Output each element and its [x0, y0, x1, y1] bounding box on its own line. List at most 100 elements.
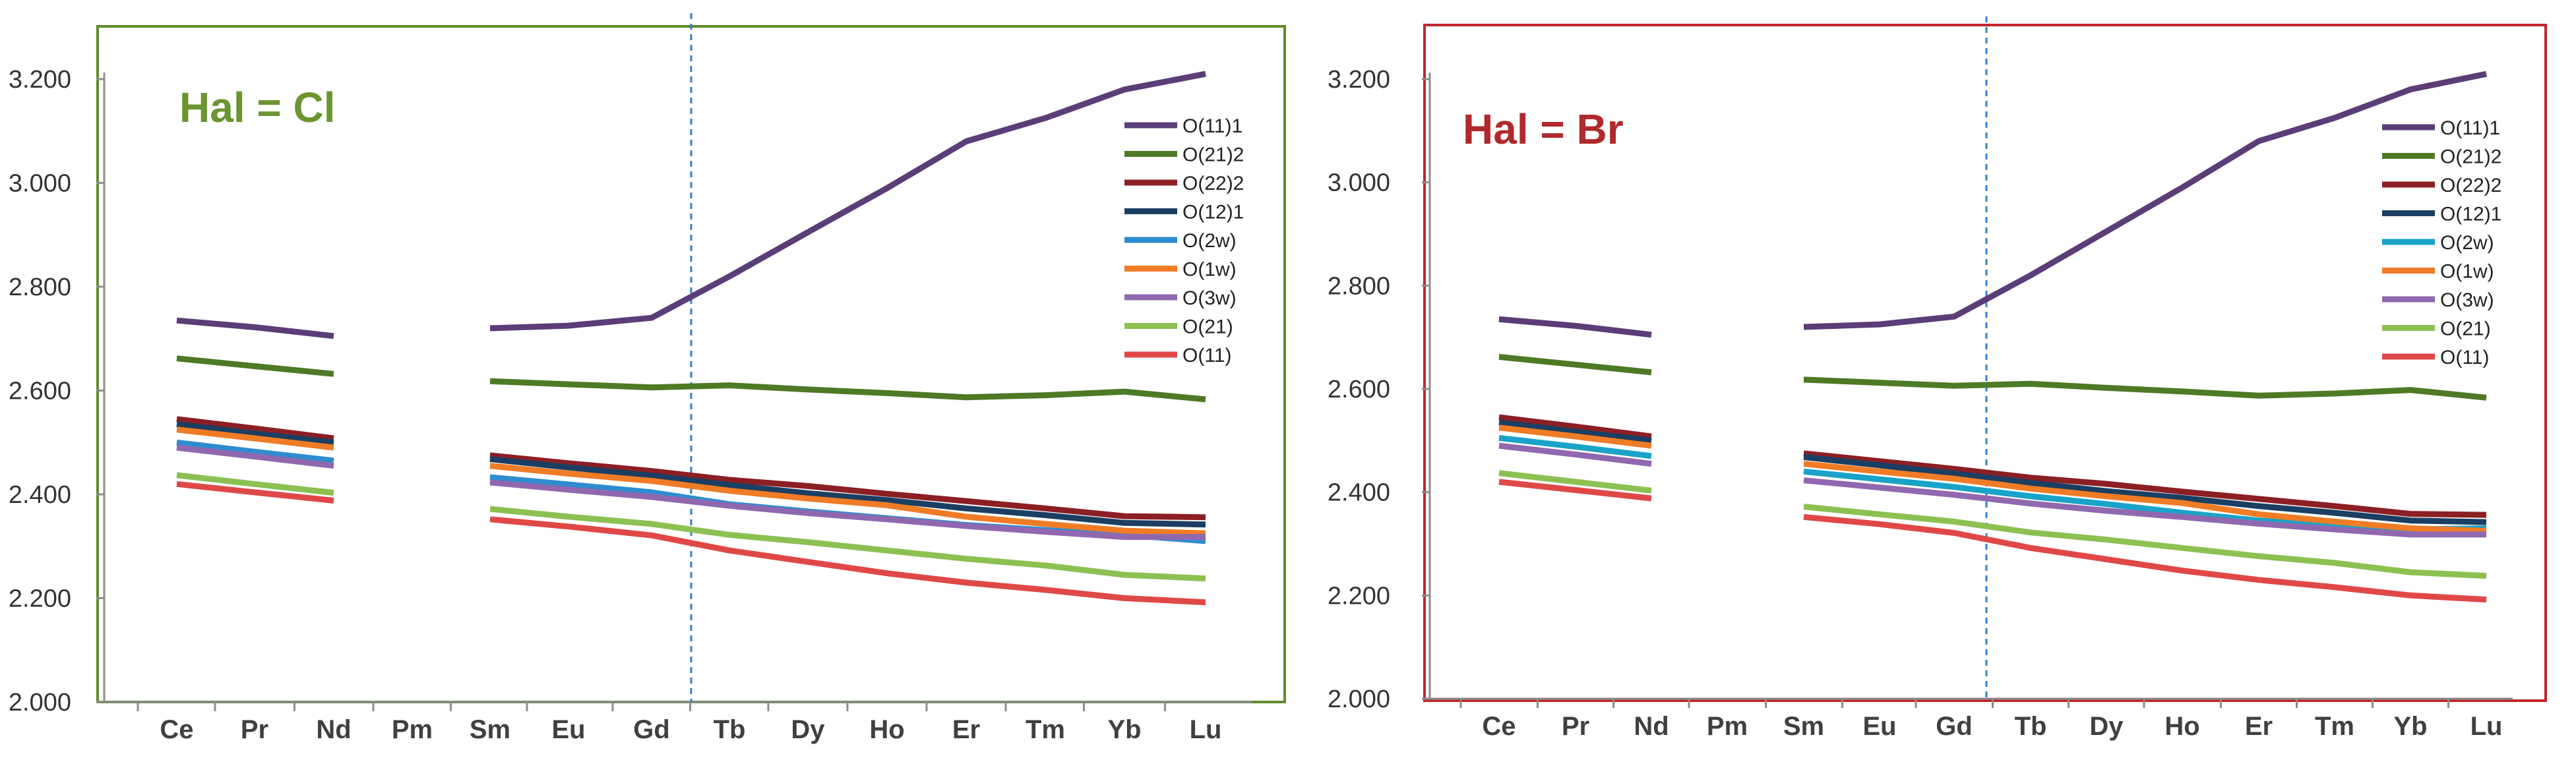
x-tick-label-pr: Pr — [1562, 712, 1589, 741]
y-tick-label: 3.200 — [9, 66, 71, 94]
y-tick-label: 3.200 — [1328, 66, 1390, 94]
chart-title: Hal = Cl — [179, 84, 336, 131]
x-tick-label-lu: Lu — [1190, 715, 1222, 744]
legend-label: O(1w) — [1182, 259, 1237, 281]
series-line-o212 — [1498, 353, 1652, 376]
x-tick-label-eu: Eu — [551, 715, 585, 744]
x-tick-label-tb: Tb — [714, 715, 746, 744]
y-tick-label: 2.200 — [1328, 582, 1390, 610]
series-line-o1w — [489, 463, 1206, 537]
y-tick-label: 3.000 — [1328, 169, 1390, 197]
x-tick-label-dy: Dy — [791, 715, 825, 744]
y-tick-label: 2.000 — [1328, 686, 1390, 713]
series-line-o11 — [1803, 513, 2487, 603]
series-line-o222 — [1803, 450, 2487, 518]
x-tick-label-er: Er — [952, 715, 980, 744]
legend-label: O(11) — [2440, 347, 2489, 368]
series-line-o2w — [1498, 434, 1652, 459]
x-tick-label-gd: Gd — [1936, 712, 1973, 741]
y-tick-label: 2.400 — [9, 481, 71, 509]
legend-label: O(3w) — [2440, 289, 2494, 311]
x-tick-label-lu: Lu — [2470, 712, 2503, 741]
legend-label: O(11)1 — [2440, 117, 2500, 139]
x-tick-label-gd: Gd — [633, 715, 670, 744]
x-tick-label-ce: Ce — [1482, 712, 1516, 741]
x-tick-label-nd: Nd — [1634, 712, 1669, 741]
series-line-o1w — [1498, 424, 1652, 449]
series-line-o212 — [176, 355, 334, 377]
series-line-o21 — [176, 472, 334, 496]
series-line-o1w — [176, 426, 334, 451]
series-line-o121 — [176, 421, 334, 446]
y-tick-label: 2.200 — [9, 585, 71, 613]
series-line-o11 — [1498, 479, 1652, 502]
series-line-o3w — [1498, 442, 1652, 467]
series-line-o11 — [489, 516, 1206, 606]
x-tick-label-nd: Nd — [316, 715, 351, 744]
x-tick-label-yb: Yb — [1107, 715, 1141, 744]
x-tick-label-eu: Eu — [1862, 712, 1896, 741]
series-line-o1w — [1803, 461, 2487, 534]
series-line-o3w — [176, 444, 334, 469]
y-tick-label: 2.600 — [1328, 376, 1390, 403]
series-line-o212 — [489, 378, 1206, 403]
series-line-o111 — [1498, 316, 1652, 338]
series-line-o121 — [1498, 419, 1652, 444]
series-line-o111 — [1803, 71, 2487, 330]
legend-label: O(21) — [1182, 316, 1233, 338]
x-tick-label-dy: Dy — [2089, 712, 2124, 741]
y-tick-label: 2.800 — [1328, 272, 1390, 300]
legend-label: O(12)1 — [2440, 204, 2501, 225]
legend-label: O(21) — [2440, 318, 2491, 340]
y-tick-label: 2.600 — [9, 378, 71, 405]
series-line-o222 — [489, 452, 1206, 521]
legend-label: O(22)2 — [2440, 175, 2501, 196]
series-line-o111 — [176, 317, 334, 339]
legend-label: O(21)2 — [1182, 144, 1244, 166]
chart-title: Hal = Br — [1463, 105, 1624, 153]
y-tick-label: 2.400 — [1328, 479, 1390, 507]
x-tick-label-pm: Pm — [1707, 712, 1748, 741]
legend-label: O(11) — [1182, 345, 1231, 366]
series-line-o222 — [1498, 414, 1652, 440]
y-tick-label: 2.800 — [9, 274, 71, 301]
x-tick-label-er: Er — [2245, 712, 2273, 741]
series-line-o21 — [1803, 504, 2487, 579]
legend-label: O(1w) — [2440, 261, 2494, 283]
series-line-o222 — [176, 416, 334, 442]
x-tick-label-tb: Tb — [2015, 712, 2047, 741]
chart-panel-br: 2.000 2.200 2.400 2.600 2.800 3.000 3.200 Ce Pr N… — [1328, 16, 2547, 741]
y-tick-label: 3.000 — [9, 170, 71, 198]
chart-frame — [1423, 24, 2547, 702]
legend-label: O(2w) — [1182, 230, 1237, 252]
legend-label: O(2w) — [2440, 232, 2494, 254]
series-line-o21 — [489, 506, 1206, 582]
x-tick-label-pr: Pr — [241, 715, 268, 744]
x-tick-label-sm: Sm — [1783, 712, 1824, 741]
x-tick-label-tm: Tm — [2315, 712, 2354, 741]
series-line-o2w — [176, 439, 334, 464]
legend-label: O(11)1 — [1182, 115, 1242, 137]
legend-label: O(22)2 — [1182, 173, 1244, 194]
series-line-o121 — [489, 456, 1206, 528]
series-line-o21 — [1498, 470, 1652, 494]
series-line-o111 — [489, 71, 1206, 332]
x-tick-label-pm: Pm — [392, 715, 433, 744]
chart-panel-cl: 2.000 2.200 2.400 2.600 2.800 3.000 3.200 Ce Pr N… — [9, 13, 1286, 744]
series-line-o11 — [176, 481, 334, 504]
x-tick-label-yb: Yb — [2393, 712, 2427, 741]
x-tick-label-ho: Ho — [869, 715, 904, 744]
legend-label: O(21)2 — [2440, 146, 2501, 168]
series-line-o121 — [1803, 453, 2487, 525]
x-tick-label-ce: Ce — [160, 715, 193, 744]
x-tick-label-sm: Sm — [470, 715, 510, 744]
series-line-o3w — [1803, 477, 2486, 538]
x-tick-label-tm: Tm — [1026, 715, 1065, 744]
y-tick-label: 2.000 — [9, 689, 71, 716]
series-line-o3w — [489, 479, 1206, 541]
series-line-o212 — [1803, 376, 2487, 401]
legend-label: O(12)1 — [1182, 202, 1244, 223]
legend-label: O(3w) — [1182, 287, 1237, 309]
x-tick-label-ho: Ho — [2164, 712, 2199, 741]
